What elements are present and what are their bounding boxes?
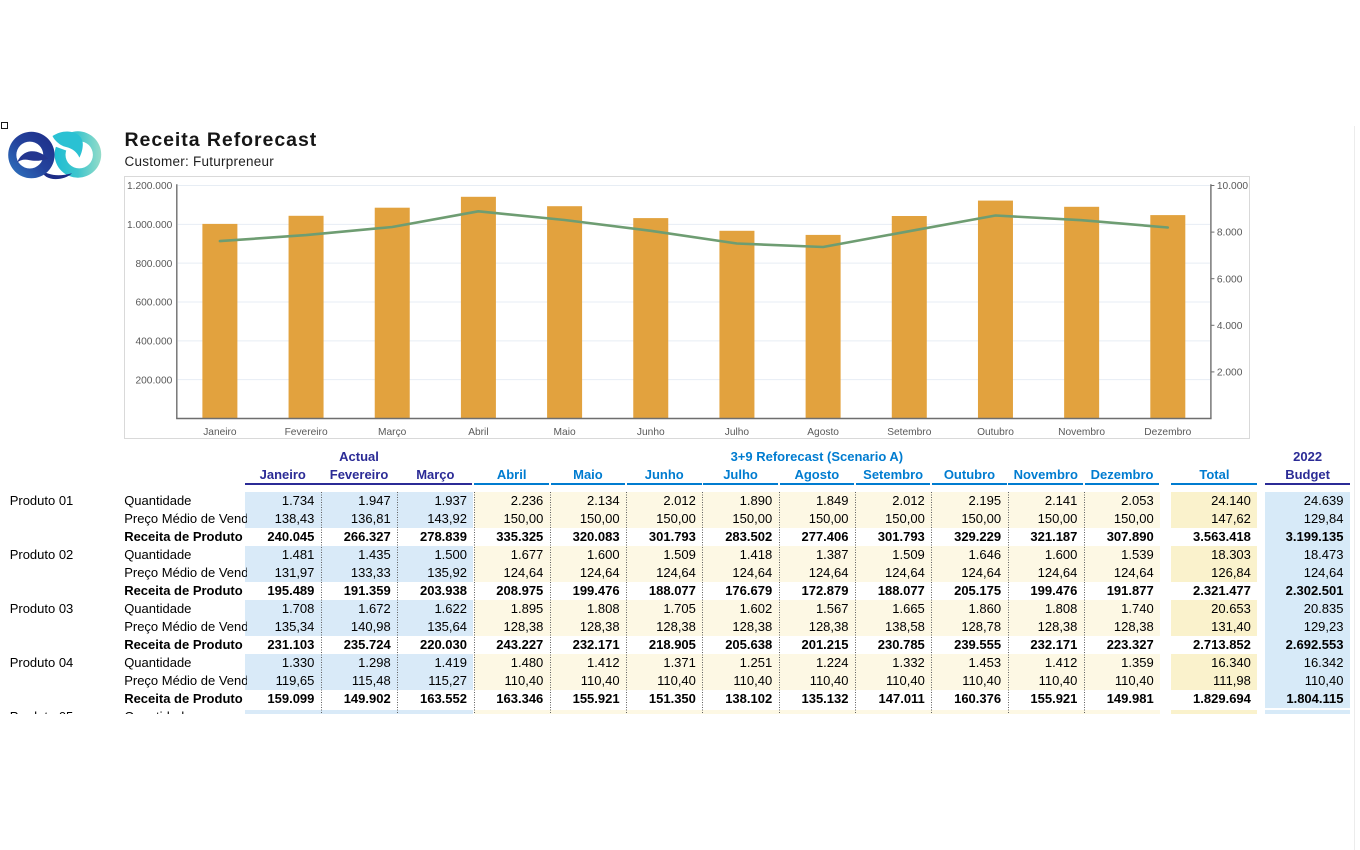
svg-text:Setembro: Setembro xyxy=(887,427,932,438)
svg-text:Janeiro: Janeiro xyxy=(203,427,237,438)
svg-text:Dezembro: Dezembro xyxy=(1144,427,1191,438)
svg-text:6.000: 6.000 xyxy=(1216,274,1242,285)
svg-text:10.000: 10.000 xyxy=(1216,181,1247,192)
svg-text:800.000: 800.000 xyxy=(135,258,172,269)
svg-text:Maio: Maio xyxy=(553,427,575,438)
svg-text:Fevereiro: Fevereiro xyxy=(284,427,327,438)
svg-text:Novembro: Novembro xyxy=(1058,427,1105,438)
svg-text:Agosto: Agosto xyxy=(807,427,839,438)
svg-text:4.000: 4.000 xyxy=(1216,320,1242,331)
svg-text:Março: Março xyxy=(378,427,407,438)
svg-text:1.000.000: 1.000.000 xyxy=(126,219,172,230)
svg-text:Junho: Junho xyxy=(636,427,664,438)
svg-text:200.000: 200.000 xyxy=(135,375,172,386)
svg-text:8.000: 8.000 xyxy=(1216,227,1242,238)
svg-text:1.200.000: 1.200.000 xyxy=(126,181,172,192)
svg-text:Outubro: Outubro xyxy=(977,427,1014,438)
svg-text:400.000: 400.000 xyxy=(135,336,172,347)
svg-text:Julho: Julho xyxy=(724,427,749,438)
svg-text:Abril: Abril xyxy=(468,427,488,438)
svg-text:600.000: 600.000 xyxy=(135,297,172,308)
svg-text:2.000: 2.000 xyxy=(1216,367,1242,378)
